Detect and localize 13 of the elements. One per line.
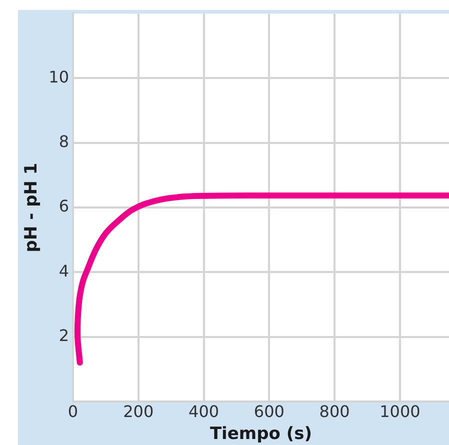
y-tick-label: 2 — [58, 326, 69, 345]
x-tick-label: 1000 — [380, 402, 420, 422]
x-tick-label: 800 — [319, 402, 350, 422]
x-tick-label: 600 — [254, 402, 284, 422]
y-tick-label: 4 — [58, 261, 69, 280]
y-tick-label: 8 — [58, 132, 69, 152]
x-tick-label: 200 — [123, 402, 154, 422]
y-axis-title: pH - pH 1 — [22, 162, 42, 252]
y-tick-label: 6 — [58, 196, 69, 216]
x-tick-label: 400 — [188, 402, 220, 422]
y-tick-label: 10 — [48, 67, 69, 86]
x-axis-title: Tiempo (s) — [210, 424, 312, 444]
x-tick-label: 0 — [68, 402, 78, 422]
